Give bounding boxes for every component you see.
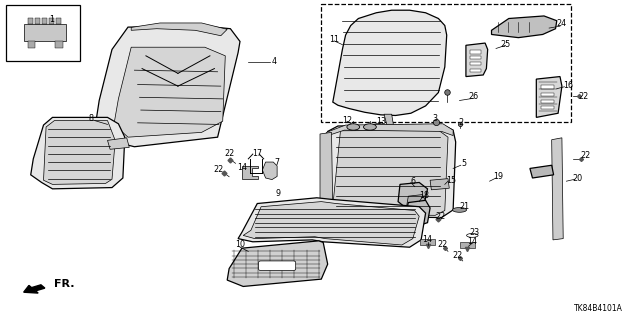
Polygon shape bbox=[430, 179, 449, 190]
Polygon shape bbox=[320, 124, 456, 218]
Polygon shape bbox=[28, 41, 35, 48]
Text: 20: 20 bbox=[572, 174, 582, 182]
Text: 19: 19 bbox=[493, 172, 503, 181]
Text: 18: 18 bbox=[419, 191, 429, 200]
Text: 12: 12 bbox=[342, 116, 352, 125]
Text: 14: 14 bbox=[237, 163, 247, 172]
Text: 24: 24 bbox=[557, 19, 567, 28]
Text: 14: 14 bbox=[467, 237, 477, 246]
Text: 26: 26 bbox=[468, 92, 479, 101]
Bar bbox=[321, 4, 571, 122]
FancyArrow shape bbox=[24, 285, 45, 293]
Polygon shape bbox=[96, 26, 240, 147]
Polygon shape bbox=[325, 124, 453, 137]
Polygon shape bbox=[552, 138, 563, 240]
Ellipse shape bbox=[452, 208, 467, 212]
Text: 22: 22 bbox=[579, 92, 589, 101]
Text: 17: 17 bbox=[252, 149, 262, 158]
Polygon shape bbox=[131, 23, 227, 36]
Polygon shape bbox=[420, 239, 435, 245]
Bar bbox=[6, 5, 80, 61]
Polygon shape bbox=[44, 121, 115, 184]
Text: 25: 25 bbox=[500, 40, 511, 48]
Polygon shape bbox=[108, 138, 129, 149]
Polygon shape bbox=[330, 130, 448, 215]
Polygon shape bbox=[541, 106, 554, 109]
Polygon shape bbox=[541, 85, 554, 89]
Polygon shape bbox=[530, 165, 554, 178]
Polygon shape bbox=[492, 16, 557, 38]
Text: 1: 1 bbox=[49, 15, 54, 24]
Text: 22: 22 bbox=[438, 241, 448, 249]
Text: 9: 9 bbox=[276, 189, 281, 198]
Polygon shape bbox=[398, 182, 428, 210]
Text: 7: 7 bbox=[274, 158, 279, 167]
Text: 22: 22 bbox=[435, 212, 445, 221]
Polygon shape bbox=[24, 24, 66, 41]
Polygon shape bbox=[49, 18, 54, 24]
Polygon shape bbox=[227, 241, 328, 286]
Text: TK84B4101A: TK84B4101A bbox=[574, 304, 623, 313]
Polygon shape bbox=[56, 18, 61, 24]
Polygon shape bbox=[541, 100, 554, 103]
Text: 4: 4 bbox=[271, 57, 276, 66]
Text: 13: 13 bbox=[376, 117, 386, 126]
Polygon shape bbox=[333, 10, 447, 115]
Text: 16: 16 bbox=[563, 81, 573, 90]
Polygon shape bbox=[541, 93, 554, 96]
Polygon shape bbox=[320, 132, 333, 212]
Text: 6: 6 bbox=[410, 177, 415, 186]
Polygon shape bbox=[470, 62, 481, 65]
Text: 22: 22 bbox=[224, 149, 234, 158]
Text: 11: 11 bbox=[329, 35, 339, 44]
Circle shape bbox=[364, 124, 376, 130]
Polygon shape bbox=[536, 77, 562, 117]
Text: 23: 23 bbox=[470, 228, 480, 237]
Polygon shape bbox=[384, 114, 394, 126]
Ellipse shape bbox=[467, 234, 478, 237]
Polygon shape bbox=[28, 18, 33, 24]
Text: FR.: FR. bbox=[54, 279, 74, 289]
Text: 21: 21 bbox=[459, 202, 469, 211]
Polygon shape bbox=[42, 18, 47, 24]
FancyBboxPatch shape bbox=[259, 261, 296, 271]
Text: 22: 22 bbox=[214, 165, 224, 174]
Text: 22: 22 bbox=[452, 251, 463, 260]
Polygon shape bbox=[243, 202, 419, 245]
Text: 5: 5 bbox=[461, 159, 467, 168]
Text: 10: 10 bbox=[235, 241, 245, 249]
Circle shape bbox=[347, 124, 360, 130]
Text: 14: 14 bbox=[422, 235, 433, 244]
Text: 22: 22 bbox=[580, 151, 591, 160]
Polygon shape bbox=[470, 69, 481, 72]
Polygon shape bbox=[242, 166, 258, 179]
Polygon shape bbox=[404, 200, 430, 228]
Polygon shape bbox=[262, 162, 277, 180]
Polygon shape bbox=[470, 50, 481, 54]
Text: 3: 3 bbox=[433, 114, 438, 123]
Polygon shape bbox=[460, 242, 475, 248]
Polygon shape bbox=[238, 198, 426, 247]
Polygon shape bbox=[31, 117, 125, 189]
Polygon shape bbox=[35, 18, 40, 24]
Text: 8: 8 bbox=[88, 114, 93, 122]
Polygon shape bbox=[55, 41, 63, 48]
Text: 2: 2 bbox=[458, 118, 463, 127]
Polygon shape bbox=[466, 43, 488, 77]
Polygon shape bbox=[470, 56, 481, 59]
Text: 15: 15 bbox=[446, 176, 456, 185]
Polygon shape bbox=[406, 195, 426, 210]
Polygon shape bbox=[114, 47, 225, 137]
